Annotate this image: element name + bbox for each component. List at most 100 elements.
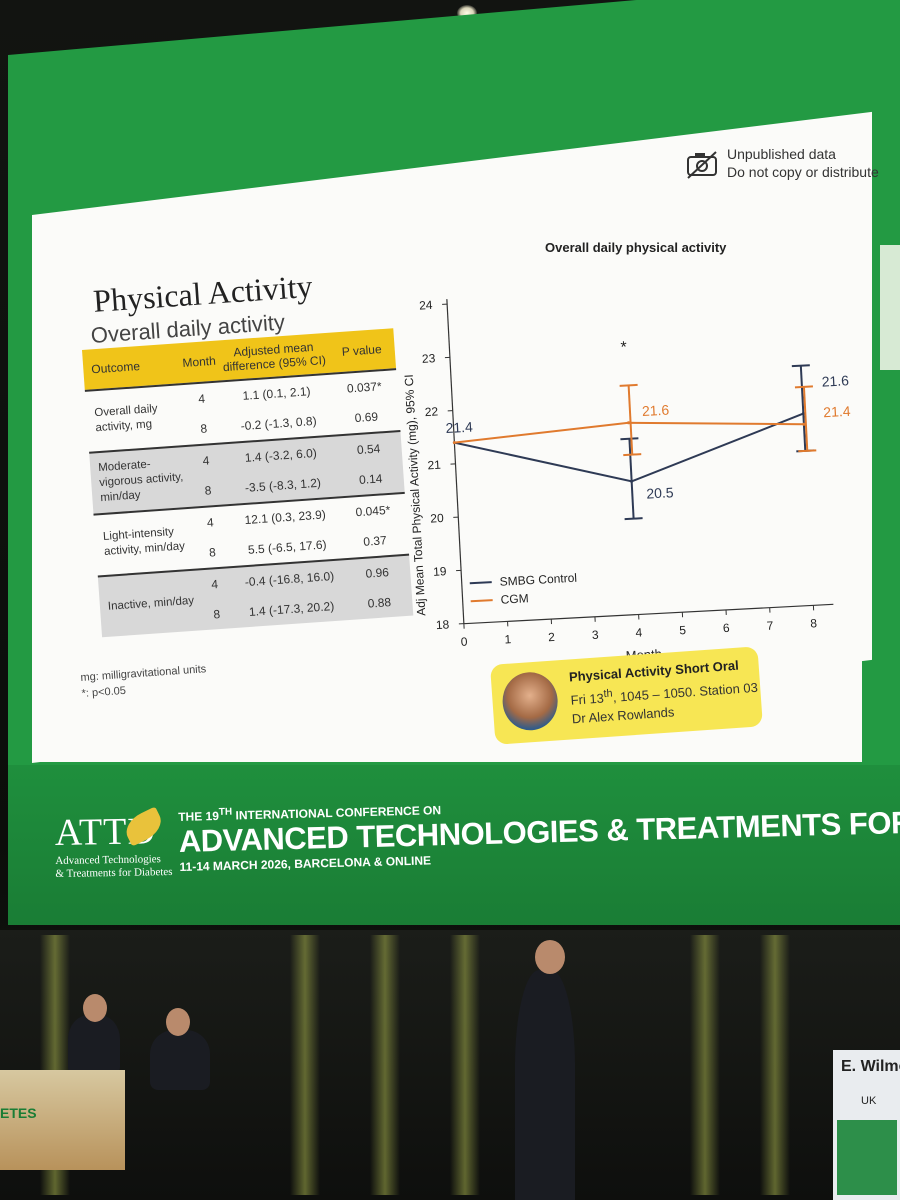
x-tick-label: 4 (635, 625, 643, 639)
error-cap-low (798, 449, 817, 453)
y-tick-label: 20 (430, 511, 444, 526)
error-cap-high (791, 364, 810, 368)
error-cap-low (623, 453, 642, 457)
attd-logo: ATTD Advanced Technologies & Treatments … (54, 806, 173, 881)
cell-diff: 1.4 (-3.2, 6.0) (244, 445, 318, 465)
cell-diff: -0.4 (-16.8, 16.0) (244, 568, 335, 590)
y-tick-label: 21 (427, 458, 441, 473)
cell-p: 0.54 (356, 441, 381, 458)
x-tick-label: 7 (766, 618, 774, 632)
cell-month: 4 (197, 391, 206, 406)
operator-head (535, 940, 565, 974)
speaker-head (166, 1008, 190, 1036)
header-month: Month (181, 353, 217, 371)
watermark-line-1: Unpublished data (727, 146, 836, 162)
x-tick-label: 6 (723, 621, 731, 635)
stage-area: ETES E. Wilmot UK (0, 930, 900, 1200)
y-tick-label: 18 (436, 617, 450, 632)
cell-month: 8 (212, 607, 221, 622)
error-cap-high (794, 385, 813, 389)
panel-speaker (68, 1015, 120, 1075)
results-table: Outcome Month Adjusted mean difference (… (82, 328, 414, 638)
data-label: 21.4 (823, 403, 851, 420)
error-cap-low (624, 517, 643, 521)
data-label: 21.4 (445, 419, 473, 436)
curtain-light (370, 935, 400, 1195)
cell-month: 4 (206, 515, 215, 530)
legend-swatch (470, 599, 493, 603)
lectern-speaker-name: E. Wilmot (841, 1058, 900, 1075)
y-tick-label: 19 (433, 564, 447, 579)
cell-month: 8 (208, 545, 217, 560)
promo-time: , 1045 – 1050. Station 03 (612, 679, 759, 705)
x-tick-label: 2 (548, 630, 556, 644)
data-point (802, 422, 806, 426)
cell-p: 0.037* (346, 379, 383, 396)
x-tick-label: 3 (592, 628, 600, 642)
x-axis (463, 603, 834, 625)
cell-diff: -0.2 (-1.3, 0.8) (240, 413, 318, 434)
header-difference: Adjusted mean difference (95% CI) (222, 339, 327, 375)
x-tick-label: 0 (460, 634, 468, 648)
data-point (452, 441, 456, 445)
legend-label: CGM (500, 591, 529, 606)
legend-label: SMBG Control (499, 571, 577, 589)
promo-day: Fri 13 (570, 690, 605, 708)
error-bar (802, 386, 809, 451)
x-tick-label: 8 (810, 616, 818, 630)
watermark-line-2: Do not copy or distribute (727, 164, 879, 180)
x-tick-label: 5 (679, 623, 687, 637)
curtain-light (450, 935, 480, 1195)
header-outcome: Outcome (90, 359, 141, 377)
unpublished-watermark: Unpublished data Do not copy or distribu… (685, 145, 879, 181)
screen-banner-area (8, 765, 900, 925)
lectern-country: UK (861, 1095, 877, 1107)
speaker-photo (500, 670, 560, 733)
lectern-display (837, 1120, 897, 1195)
speaker-head (83, 994, 107, 1022)
edition-prefix: THE 19 (178, 808, 220, 824)
cell-diff: 1.1 (0.1, 2.1) (242, 384, 311, 403)
desk-banner-text: ETES (0, 1105, 37, 1121)
chart-title: Overall daily physical activity (545, 240, 727, 255)
error-bar (799, 365, 807, 451)
panel-speaker (150, 1030, 210, 1090)
outcome-label: Moderate-vigorous activity, min/day (97, 458, 184, 504)
outcome-label: Overall daily activity, mg (94, 402, 158, 435)
logo-sub-2: & Treatments for Diabetes (55, 865, 173, 881)
data-label: 21.6 (642, 402, 670, 419)
legend-swatch (469, 581, 492, 585)
cell-month: 8 (199, 421, 208, 436)
no-camera-icon (687, 151, 717, 179)
header-p-value: P value (341, 342, 383, 359)
promo-speaker: Dr Alex Rowlands (571, 704, 675, 727)
x-tick-label: 1 (504, 632, 512, 646)
error-bar (628, 438, 635, 519)
data-point (627, 421, 631, 425)
data-label: 21.6 (821, 372, 849, 389)
y-axis (446, 299, 465, 624)
curtain-light (290, 935, 320, 1195)
cell-diff: 12.1 (0.3, 23.9) (244, 507, 327, 528)
cell-diff: 1.4 (-17.3, 20.2) (248, 599, 335, 619)
significance-marker: * (620, 339, 627, 356)
cell-diff: 5.5 (-6.5, 17.6) (247, 537, 328, 557)
cell-p: 0.69 (354, 409, 379, 426)
outcome-label: Light-intensity activity, min/day (102, 526, 186, 558)
outcome-label: Inactive, min/day (107, 594, 195, 613)
y-tick-label: 22 (424, 404, 438, 419)
data-label: 20.5 (646, 484, 674, 501)
camera-operator (515, 970, 575, 1200)
error-cap-high (620, 437, 639, 441)
error-bar (627, 385, 634, 455)
curtain-light (690, 935, 720, 1195)
y-tick-label: 23 (422, 351, 436, 366)
error-cap-high (619, 383, 638, 387)
cell-month: 8 (204, 483, 212, 498)
cell-month: 4 (210, 577, 219, 592)
cell-diff: -3.5 (-8.3, 1.2) (244, 475, 322, 495)
curtain-light (760, 935, 790, 1195)
edition-suffix: TH (218, 806, 233, 818)
cell-month: 4 (202, 453, 210, 468)
